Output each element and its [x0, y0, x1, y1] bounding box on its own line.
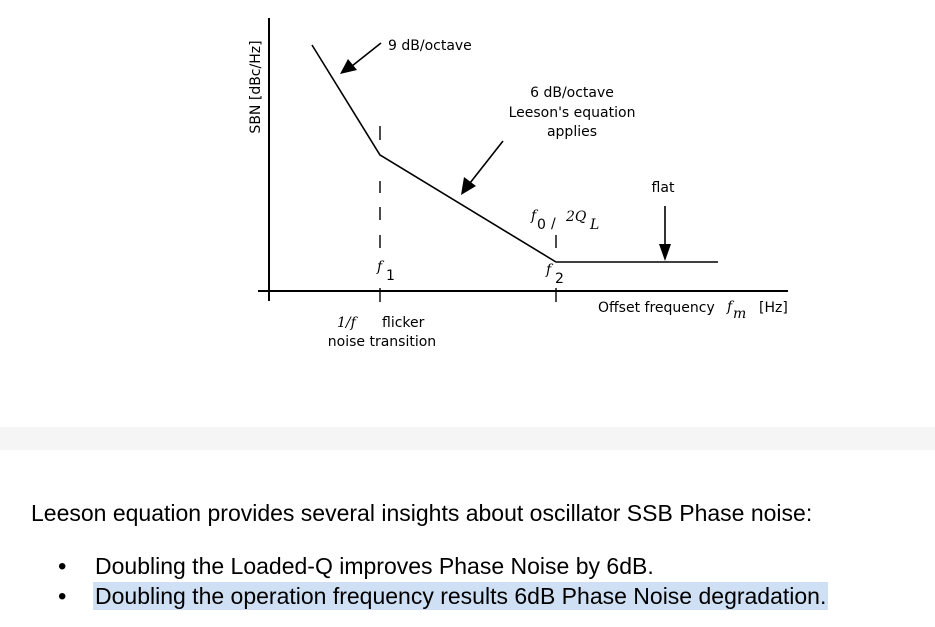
intro-paragraph: Leeson equation provides several insight… — [31, 500, 813, 526]
flicker-symbol: 1/f — [337, 315, 359, 331]
phase-noise-curve — [311, 44, 718, 263]
bullet-text-highlighted[interactable]: Doubling the operation frequency results… — [93, 582, 829, 610]
x-axis-symbol-subscript: m — [733, 306, 746, 322]
phase-noise-diagram-svg: SBN [dBc/Hz] 9 dB/oct — [248, 18, 788, 350]
slope-9db-label: 9 dB/octave — [388, 38, 472, 54]
bullet-icon: • — [58, 583, 67, 610]
phase-noise-diagram: SBN [dBc/Hz] 9 dB/oct — [248, 18, 788, 350]
slope-6db-label: 6 dB/octave — [530, 85, 614, 101]
f0-denominator-subscript: L — [589, 217, 599, 233]
f2-subscript: 2 — [555, 271, 564, 287]
f0-symbol: f — [530, 208, 539, 224]
f2-symbol: f — [545, 262, 554, 278]
applies-label: applies — [547, 124, 597, 140]
x-axis-label: Offset frequency — [598, 300, 715, 316]
f1-subscript: 1 — [386, 268, 395, 284]
x-axis-symbol: f — [726, 299, 735, 315]
noise-transition-label: noise transition — [328, 334, 436, 350]
f0-denominator: 2Q — [565, 209, 587, 225]
f0-divider: / — [551, 216, 556, 232]
y-axis-label: SBN [dBc/Hz] — [248, 40, 264, 133]
x-axis-unit: [Hz] — [759, 300, 788, 316]
flicker-label: flicker — [382, 315, 425, 331]
leeson-applies-label: Leeson's equation — [509, 105, 636, 121]
bullet-icon: • — [58, 553, 67, 580]
f0-subscript: 0 — [537, 217, 546, 233]
arrow-flat — [659, 206, 671, 261]
arrow-9db — [340, 42, 382, 74]
flat-label: flat — [652, 180, 675, 196]
arrow-6db — [461, 140, 504, 195]
f1-symbol: f — [376, 259, 385, 275]
bullet-text: Doubling the Loaded-Q improves Phase Noi… — [95, 553, 654, 579]
section-divider — [0, 427, 935, 450]
text-content: Leeson equation provides several insight… — [0, 450, 935, 627]
